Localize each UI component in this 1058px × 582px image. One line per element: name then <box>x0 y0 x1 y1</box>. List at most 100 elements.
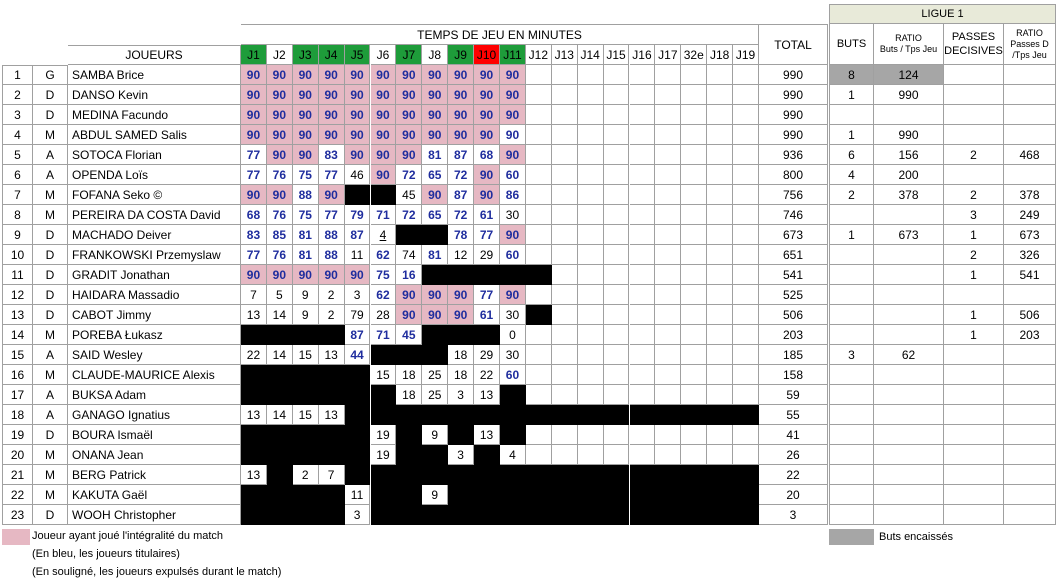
minutes-cell: 13 <box>318 405 345 425</box>
ratio-passes-cell <box>1004 125 1056 145</box>
minutes-cell <box>577 85 604 105</box>
minutes-cell <box>551 245 578 265</box>
minutes-cell: 2 <box>318 305 345 325</box>
minutes-cell <box>629 365 656 385</box>
minutes-cell <box>733 205 759 225</box>
passes-cell: 1 <box>944 265 1004 285</box>
player-number: 18 <box>2 405 33 425</box>
passes-cell <box>944 85 1004 105</box>
player-number: 9 <box>2 225 33 245</box>
minutes-cell <box>241 485 267 505</box>
minutes-cell <box>629 325 656 345</box>
minutes-cell <box>474 405 500 425</box>
minutes-cell <box>525 245 552 265</box>
ratio-buts-cell: 673 <box>874 225 944 245</box>
minutes-cell: 65 <box>422 165 449 185</box>
total-cell: 185 <box>759 345 828 365</box>
total-cell: 800 <box>759 165 828 185</box>
passes-cell: 2 <box>944 145 1004 165</box>
minutes-cell <box>603 405 630 425</box>
minutes-cell <box>525 285 552 305</box>
minutes-cell: 90 <box>370 165 397 185</box>
minutes-cell <box>577 125 604 145</box>
minutes-cell <box>629 165 656 185</box>
minutes-cell <box>525 205 552 225</box>
minutes-cell: 2 <box>292 465 319 485</box>
minutes-cell: 13 <box>241 465 267 485</box>
minutes-cell: 11 <box>344 485 371 505</box>
minutes-cell: 90 <box>422 125 449 145</box>
minutes-cell: 90 <box>266 145 293 165</box>
minutes-cell: 76 <box>266 245 293 265</box>
minutes-cell <box>344 185 371 205</box>
minutes-cell <box>603 185 630 205</box>
minutes-cell <box>733 105 759 125</box>
player-name: ONANA Jean <box>68 445 241 465</box>
minutes-cell <box>629 105 656 125</box>
match-header-j10: J10 <box>474 45 500 65</box>
total-cell: 20 <box>759 485 828 505</box>
minutes-cell <box>344 385 371 405</box>
minutes-cell <box>733 65 759 85</box>
minutes-cell <box>681 85 708 105</box>
total-cell: 673 <box>759 225 828 245</box>
minutes-cell: 11 <box>344 245 371 265</box>
minutes-cell <box>603 485 630 505</box>
minutes-cell <box>603 505 630 525</box>
minutes-cell: 3 <box>448 385 475 405</box>
minutes-cell <box>500 485 526 505</box>
minutes-cell <box>525 305 552 325</box>
minutes-cell <box>396 425 423 445</box>
minutes-cell: 90 <box>241 105 267 125</box>
minutes-cell: 77 <box>318 165 345 185</box>
minutes-cell <box>525 65 552 85</box>
minutes-cell: 72 <box>448 205 475 225</box>
player-name: SOTOCA Florian <box>68 145 241 165</box>
passes-cell <box>944 105 1004 125</box>
minutes-cell: 76 <box>266 165 293 185</box>
minutes-cell <box>629 305 656 325</box>
minutes-cell: 62 <box>370 245 397 265</box>
total-header: TOTAL <box>759 24 828 65</box>
minutes-cell <box>707 325 734 345</box>
passes-cell: 1 <box>944 305 1004 325</box>
legend-pink-text: Joueur ayant joué l'intégralité du match <box>32 530 224 542</box>
minutes-cell <box>396 445 423 465</box>
minutes-cell: 75 <box>292 165 319 185</box>
buts-cell <box>829 265 874 285</box>
player-number: 16 <box>2 365 33 385</box>
player-number: 11 <box>2 265 33 285</box>
minutes-cell <box>603 445 630 465</box>
minutes-cell <box>681 265 708 285</box>
player-number: 14 <box>2 325 33 345</box>
minutes-cell: 90 <box>500 85 526 105</box>
minutes-cell: 86 <box>500 185 526 205</box>
match-header-j7: J7 <box>396 45 423 65</box>
player-name: SAMBA Brice <box>68 65 241 85</box>
minutes-cell: 90 <box>266 65 293 85</box>
minutes-cell: 90 <box>344 265 371 285</box>
minutes-cell: 90 <box>370 105 397 125</box>
minutes-cell <box>707 345 734 365</box>
minutes-cell: 90 <box>318 265 345 285</box>
minutes-cell: 90 <box>318 65 345 85</box>
player-name: POREBA Łukasz <box>68 325 241 345</box>
player-name: DANSO Kevin <box>68 85 241 105</box>
minutes-cell <box>655 405 682 425</box>
minutes-cell <box>525 125 552 145</box>
minutes-cell <box>551 285 578 305</box>
ratio-passes-cell <box>1004 285 1056 305</box>
minutes-cell: 68 <box>474 145 500 165</box>
minutes-cell: 77 <box>318 205 345 225</box>
minutes-cell: 45 <box>396 185 423 205</box>
minutes-cell <box>551 265 578 285</box>
minutes-cell <box>422 325 449 345</box>
minutes-cell <box>551 105 578 125</box>
minutes-cell <box>448 425 475 445</box>
player-name: SAID Wesley <box>68 345 241 365</box>
minutes-cell <box>577 465 604 485</box>
buts-cell: 4 <box>829 165 874 185</box>
minutes-cell <box>551 465 578 485</box>
minutes-cell: 90 <box>422 65 449 85</box>
minutes-cell: 90 <box>448 85 475 105</box>
